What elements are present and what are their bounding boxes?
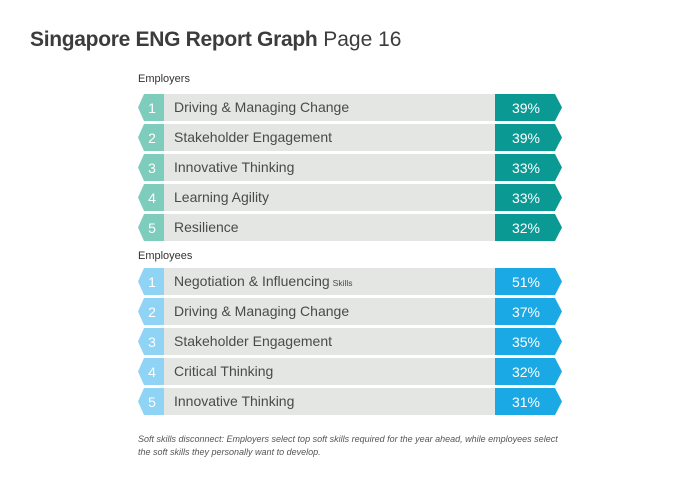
- percent-value: 37%: [495, 298, 562, 325]
- rank-badge: 5: [138, 388, 164, 415]
- employees-row-3: 3 Stakeholder Engagement 35%: [138, 328, 562, 355]
- rank-badge: 1: [138, 94, 164, 121]
- skill-bar: Negotiation & Influencing Skills: [164, 268, 495, 295]
- percent-value: 31%: [495, 388, 562, 415]
- employers-section-label: Employers: [138, 73, 190, 85]
- employers-row-4: 4 Learning Agility 33%: [138, 184, 562, 211]
- employers-row-5: 5 Resilience 32%: [138, 214, 562, 241]
- skill-label: Innovative Thinking: [174, 154, 294, 181]
- rank-badge: 1: [138, 268, 164, 295]
- skill-name: Critical Thinking: [174, 363, 274, 379]
- rank-badge: 2: [138, 298, 164, 325]
- skill-bar: Innovative Thinking: [164, 154, 495, 181]
- skill-label: Driving & Managing Change: [174, 298, 349, 325]
- percent-value: 39%: [495, 94, 562, 121]
- skill-name: Stakeholder Engagement: [174, 129, 332, 145]
- rank-badge: 5: [138, 214, 164, 241]
- footnote: Soft skills disconnect: Employers select…: [138, 434, 558, 457]
- skill-label: Learning Agility: [174, 184, 269, 211]
- page-title-bold: Singapore ENG Report Graph: [30, 28, 318, 51]
- skill-name: Resilience: [174, 219, 239, 235]
- employers-row-2: 2 Stakeholder Engagement 39%: [138, 124, 562, 151]
- skill-bar: Innovative Thinking: [164, 388, 495, 415]
- skill-name: Negotiation & Influencing: [174, 273, 330, 289]
- page-title-rest: Page 16: [323, 28, 402, 51]
- employees-row-2: 2 Driving & Managing Change 37%: [138, 298, 562, 325]
- percent-value: 35%: [495, 328, 562, 355]
- skill-name: Learning Agility: [174, 189, 269, 205]
- employees-row-1: 1 Negotiation & Influencing Skills 51%: [138, 268, 562, 295]
- page-title: Singapore ENG Report Graph Page 16: [30, 28, 402, 52]
- percent-value: 32%: [495, 358, 562, 385]
- skill-name: Stakeholder Engagement: [174, 333, 332, 349]
- skill-bar: Stakeholder Engagement: [164, 328, 495, 355]
- rank-badge: 3: [138, 154, 164, 181]
- skill-bar: Stakeholder Engagement: [164, 124, 495, 151]
- employees-section-label: Employees: [138, 250, 193, 262]
- percent-value: 32%: [495, 214, 562, 241]
- employers-row-1: 1 Driving & Managing Change 39%: [138, 94, 562, 121]
- skill-label: Resilience: [174, 214, 239, 241]
- skill-label: Driving & Managing Change: [174, 94, 349, 121]
- skill-bar: Driving & Managing Change: [164, 94, 495, 121]
- employers-row-3: 3 Innovative Thinking 33%: [138, 154, 562, 181]
- skill-suffix: Skills: [332, 278, 353, 288]
- skill-label: Stakeholder Engagement: [174, 328, 332, 355]
- skill-label: Stakeholder Engagement: [174, 124, 332, 151]
- employees-row-5: 5 Innovative Thinking 31%: [138, 388, 562, 415]
- skill-label: Negotiation & Influencing Skills: [174, 268, 353, 295]
- rank-badge: 4: [138, 358, 164, 385]
- skill-bar: Resilience: [164, 214, 495, 241]
- skill-label: Critical Thinking: [174, 358, 273, 385]
- skill-bar: Driving & Managing Change: [164, 298, 495, 325]
- skill-bar: Critical Thinking: [164, 358, 495, 385]
- percent-value: 33%: [495, 184, 562, 211]
- skill-name: Innovative Thinking: [174, 393, 295, 409]
- percent-value: 33%: [495, 154, 562, 181]
- employees-row-4: 4 Critical Thinking 32%: [138, 358, 562, 385]
- skill-bar: Learning Agility: [164, 184, 495, 211]
- percent-value: 51%: [495, 268, 562, 295]
- rank-badge: 4: [138, 184, 164, 211]
- skill-name: Innovative Thinking: [174, 159, 295, 175]
- skill-label: Innovative Thinking: [174, 388, 294, 415]
- rank-badge: 2: [138, 124, 164, 151]
- rank-badge: 3: [138, 328, 164, 355]
- percent-value: 39%: [495, 124, 562, 151]
- skill-name: Driving & Managing Change: [174, 99, 350, 115]
- skill-name: Driving & Managing Change: [174, 303, 350, 319]
